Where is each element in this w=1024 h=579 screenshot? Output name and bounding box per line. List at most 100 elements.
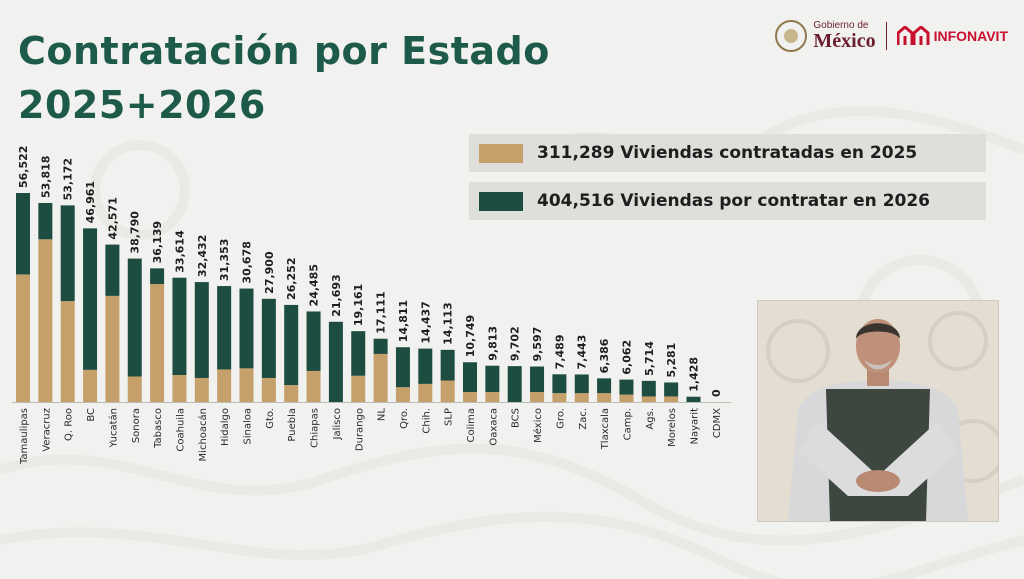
bar-segment-2025 [194, 377, 209, 402]
category-label: Tlaxcala [600, 408, 611, 450]
bar-segment-2025 [530, 392, 545, 402]
category-label: Ags. [645, 408, 656, 430]
category-label: SLP [444, 408, 455, 426]
bar-segment-2026 [530, 366, 545, 393]
bar-segment-2026 [619, 379, 634, 395]
bar-segment-2025 [485, 392, 500, 402]
title-line-1: Contratación por Estado [18, 29, 550, 73]
data-label: 24,485 [308, 264, 321, 306]
bar-segment-2026 [150, 268, 165, 285]
category-label: Gro. [555, 408, 566, 429]
bar-segment-2025 [395, 387, 410, 402]
bar-segment-2025 [239, 368, 254, 402]
bar-segment-2025 [440, 380, 455, 402]
bar-segment-2026 [641, 380, 656, 397]
data-label: 5,281 [665, 343, 678, 378]
bar-segment-2025 [16, 274, 30, 402]
bar-segment-2026 [328, 321, 343, 402]
bar-segment-2026 [217, 286, 232, 370]
category-label: Tamaulipas [19, 408, 30, 465]
bar-segment-2026 [60, 205, 75, 302]
legend-label-2026: 404,516 Viviendas por contratar en 2026 [537, 191, 931, 211]
category-label: Durango [354, 408, 365, 451]
bar-segment-2026 [83, 228, 98, 370]
bar-segment-2025 [418, 383, 433, 402]
bar-segment-2025 [619, 394, 634, 402]
data-label: 6,062 [620, 340, 633, 375]
data-label: 32,432 [196, 235, 209, 277]
data-label: 17,111 [375, 291, 388, 333]
data-label: 19,161 [352, 284, 365, 326]
header-logos: Gobierno de México INFONAVIT [775, 14, 1008, 58]
infonavit-text: INFONAVIT [933, 28, 1008, 44]
bar-segment-2025 [127, 376, 142, 402]
bar-segment-2025 [83, 369, 98, 402]
category-label: BC [86, 408, 97, 422]
bar-segment-2026 [574, 374, 589, 394]
bar-segment-2025 [150, 284, 165, 402]
category-label: Veracruz [41, 408, 52, 452]
bar-segment-2025 [552, 393, 567, 402]
category-label: Sinaloa [243, 408, 254, 445]
legend-item-2026: 404,516 Viviendas por contratar en 2026 [469, 182, 986, 220]
bar-segment-2025 [261, 377, 276, 402]
data-label: 6,386 [598, 338, 611, 373]
seal-icon [775, 20, 808, 52]
data-label: 0 [710, 389, 723, 397]
category-label: Zac. [578, 408, 589, 430]
data-label: 30,678 [241, 241, 254, 283]
data-label: 56,522 [17, 146, 30, 188]
bar-segment-2026 [686, 396, 701, 402]
category-label: Morelos [667, 408, 678, 447]
bar-segment-2026 [485, 365, 500, 393]
category-label: Nayarit [690, 408, 701, 445]
data-label: 26,252 [285, 257, 298, 299]
data-label: 14,113 [442, 302, 455, 344]
category-label: Chiapas [310, 408, 321, 448]
category-label: BCS [511, 408, 522, 428]
bar-segment-2026 [172, 277, 187, 376]
bar-segment-2025 [105, 295, 120, 402]
bar-segment-2025 [463, 392, 477, 402]
gobierno-small-text: Gobierno de [813, 20, 869, 31]
legend-item-2025: 311,289 Viviendas contratadas en 2025 [469, 134, 986, 172]
bar-segment-2025 [641, 396, 656, 402]
data-label: 21,693 [330, 274, 343, 316]
data-label: 9,702 [509, 326, 522, 361]
category-label: Gto. [265, 408, 276, 429]
data-label: 36,139 [151, 221, 164, 263]
page-title: Contratación por Estado 2025+2026 [18, 24, 550, 132]
legend-swatch-2026 [479, 191, 523, 211]
data-label: 14,437 [419, 301, 432, 343]
infonavit-logo-icon [896, 26, 930, 45]
category-label: Jalisco [332, 408, 343, 440]
data-label: 53,818 [39, 156, 52, 198]
data-label: 33,614 [173, 230, 186, 273]
data-label: 7,443 [576, 335, 589, 370]
bar-segment-2026 [306, 311, 321, 371]
category-label: Colima [466, 408, 477, 443]
bar-segment-2025 [217, 369, 232, 402]
bar-segment-2025 [574, 393, 589, 402]
category-label: NL [377, 408, 388, 421]
category-label: Michoacán [197, 408, 209, 461]
category-label: Hidalgo [220, 408, 231, 446]
bar-segment-2026 [440, 349, 455, 381]
bar-segment-2026 [373, 338, 388, 354]
category-label: Puebla [287, 408, 298, 442]
data-label: 7,489 [553, 335, 566, 370]
bar-segment-2025 [664, 396, 679, 402]
bar-segment-2025 [597, 393, 612, 402]
data-label: 9,813 [486, 326, 499, 361]
interpreter-image [758, 301, 998, 521]
category-label: Yucatán [107, 408, 119, 448]
category-label: Qro. [399, 408, 410, 429]
data-label: 42,571 [106, 197, 119, 239]
category-label: Coahuila [175, 408, 186, 452]
legend-label-2025: 311,289 Viviendas contratadas en 2025 [537, 143, 918, 163]
bar-segment-2026 [105, 244, 120, 296]
bar-segment-2025 [284, 384, 299, 402]
title-line-2: 2025+2026 [18, 83, 266, 127]
gobierno-logo: Gobierno de México [775, 20, 876, 52]
